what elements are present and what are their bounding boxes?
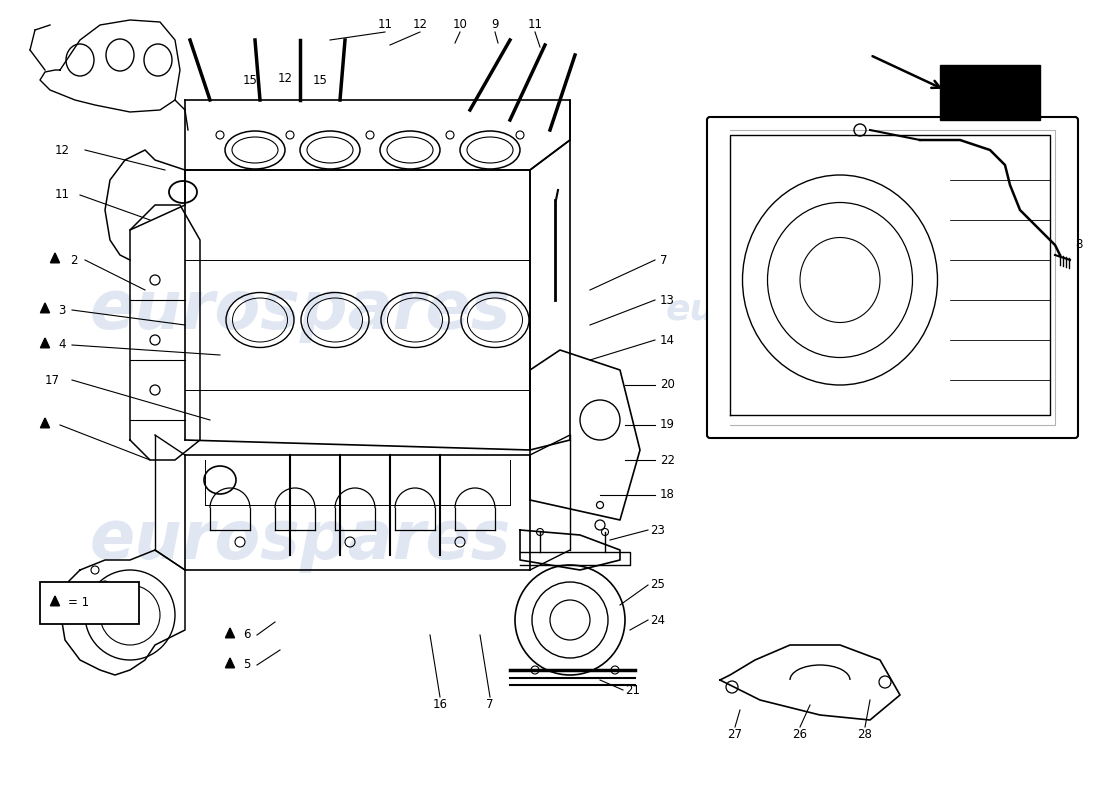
- Polygon shape: [51, 253, 59, 262]
- Text: 12: 12: [277, 71, 293, 85]
- Text: 14: 14: [660, 334, 675, 346]
- Text: 11: 11: [528, 18, 542, 31]
- Polygon shape: [226, 628, 234, 638]
- Text: 3: 3: [58, 303, 65, 317]
- Polygon shape: [51, 596, 59, 606]
- Text: 8: 8: [1075, 238, 1082, 251]
- Text: 5: 5: [243, 658, 251, 671]
- Bar: [940, 65, 1040, 120]
- Text: 19: 19: [660, 418, 675, 431]
- Text: 22: 22: [660, 454, 675, 466]
- Polygon shape: [41, 338, 50, 348]
- Text: eurospares: eurospares: [666, 293, 894, 327]
- Text: 28: 28: [858, 729, 872, 742]
- Text: = 1: = 1: [68, 597, 89, 610]
- FancyBboxPatch shape: [40, 582, 139, 624]
- Text: 27: 27: [727, 729, 742, 742]
- Text: 10: 10: [452, 18, 468, 31]
- Text: eurospares: eurospares: [89, 507, 510, 573]
- Text: 15: 15: [243, 74, 257, 86]
- Text: 12: 12: [412, 18, 428, 31]
- FancyBboxPatch shape: [707, 117, 1078, 438]
- Text: 16: 16: [432, 698, 448, 711]
- Text: 26: 26: [792, 729, 807, 742]
- Text: 21: 21: [625, 683, 640, 697]
- Text: 11: 11: [377, 18, 393, 31]
- Text: 23: 23: [650, 523, 664, 537]
- Polygon shape: [226, 658, 234, 668]
- Text: 18: 18: [660, 489, 675, 502]
- Text: 12: 12: [55, 143, 70, 157]
- Text: 11: 11: [55, 189, 70, 202]
- Text: 20: 20: [660, 378, 675, 391]
- Text: 25: 25: [650, 578, 664, 591]
- Text: 13: 13: [660, 294, 675, 306]
- Polygon shape: [41, 303, 50, 313]
- Text: 7: 7: [486, 698, 494, 711]
- Text: 15: 15: [312, 74, 328, 86]
- Text: 4: 4: [58, 338, 66, 351]
- Text: 9: 9: [492, 18, 498, 31]
- Polygon shape: [41, 418, 50, 428]
- Text: eurospares: eurospares: [89, 277, 510, 343]
- Text: 2: 2: [70, 254, 77, 266]
- Text: 24: 24: [650, 614, 666, 626]
- Text: 7: 7: [660, 254, 668, 266]
- Text: 6: 6: [243, 629, 251, 642]
- Text: 17: 17: [45, 374, 60, 386]
